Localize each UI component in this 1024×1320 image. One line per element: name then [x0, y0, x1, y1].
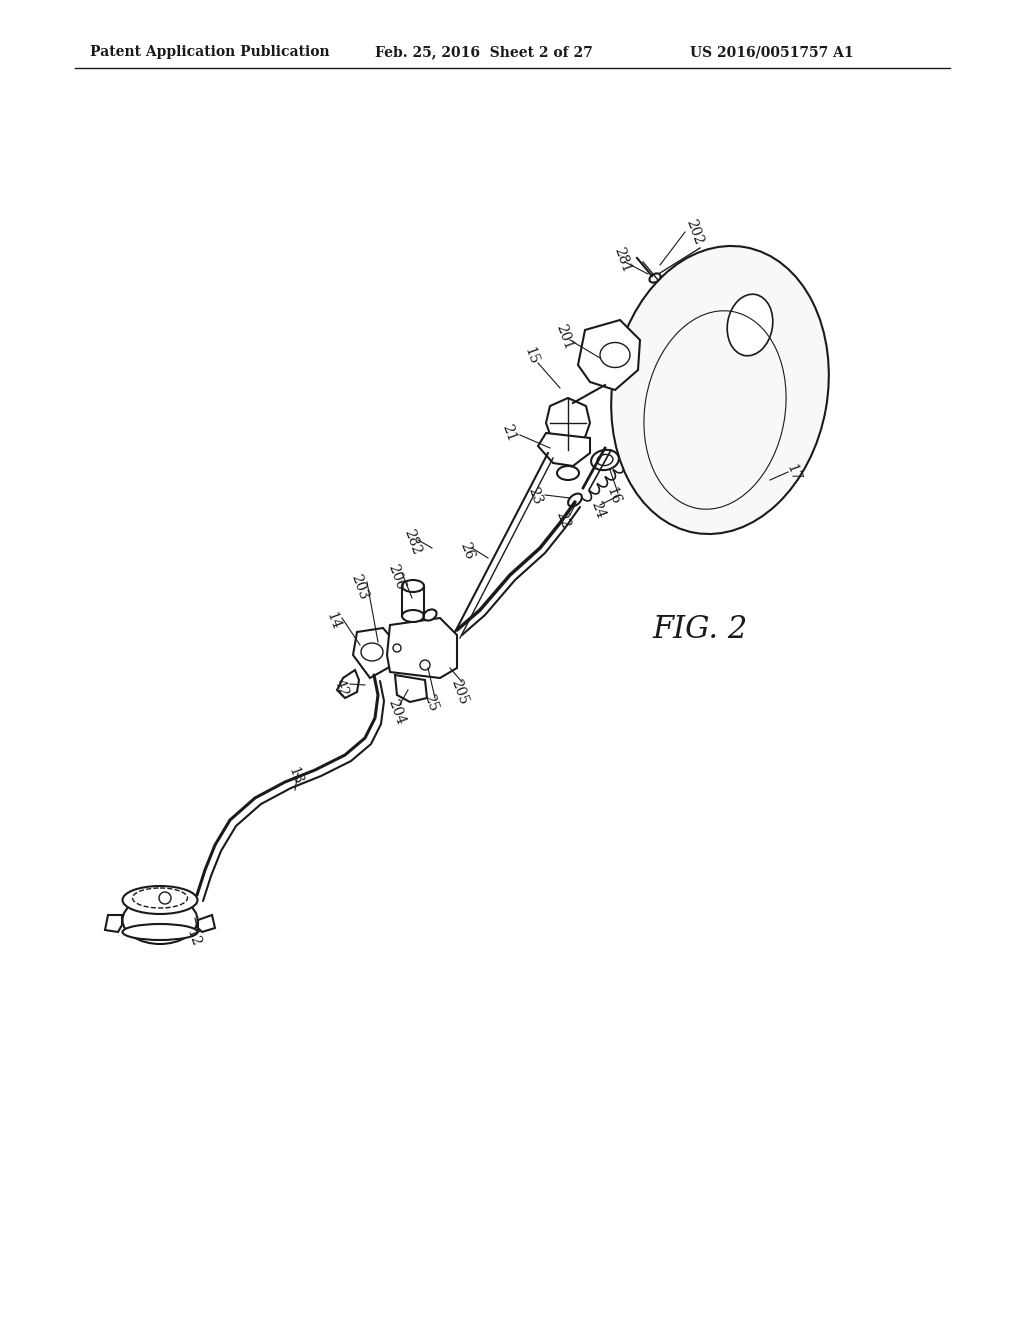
- Polygon shape: [337, 671, 359, 698]
- Text: 206: 206: [385, 562, 408, 593]
- Ellipse shape: [649, 273, 660, 282]
- Polygon shape: [395, 675, 427, 702]
- Text: 15: 15: [521, 346, 541, 367]
- Ellipse shape: [557, 466, 579, 480]
- Polygon shape: [578, 319, 640, 389]
- Text: FIG. 2: FIG. 2: [652, 615, 748, 645]
- Text: 21: 21: [500, 422, 518, 444]
- Ellipse shape: [402, 579, 424, 591]
- Ellipse shape: [611, 246, 828, 535]
- Ellipse shape: [123, 886, 198, 913]
- Text: 24: 24: [589, 499, 607, 521]
- Text: 203: 203: [348, 573, 371, 602]
- Text: 17: 17: [783, 462, 803, 484]
- Text: Feb. 25, 2016  Sheet 2 of 27: Feb. 25, 2016 Sheet 2 of 27: [375, 45, 593, 59]
- Ellipse shape: [123, 924, 198, 940]
- Polygon shape: [387, 618, 457, 678]
- Text: 281: 281: [611, 246, 634, 275]
- Ellipse shape: [727, 294, 773, 356]
- Text: 202: 202: [683, 218, 706, 247]
- Polygon shape: [538, 433, 590, 466]
- Text: 23: 23: [525, 486, 545, 507]
- Text: 26: 26: [458, 541, 476, 562]
- Polygon shape: [105, 915, 122, 932]
- Polygon shape: [198, 915, 215, 932]
- Polygon shape: [353, 628, 395, 678]
- Text: 204: 204: [385, 697, 408, 727]
- Text: 205: 205: [449, 677, 471, 708]
- Text: US 2016/0051757 A1: US 2016/0051757 A1: [690, 45, 854, 59]
- Text: 14: 14: [324, 611, 343, 632]
- Ellipse shape: [123, 896, 198, 944]
- Text: 42: 42: [332, 677, 350, 700]
- Ellipse shape: [591, 450, 618, 470]
- Ellipse shape: [424, 610, 436, 620]
- Text: Patent Application Publication: Patent Application Publication: [90, 45, 330, 59]
- Ellipse shape: [402, 610, 424, 622]
- Text: 282: 282: [401, 528, 424, 557]
- Polygon shape: [546, 399, 590, 450]
- Ellipse shape: [568, 494, 582, 507]
- Text: 13: 13: [286, 766, 304, 787]
- Text: 25: 25: [422, 693, 440, 714]
- Text: 12: 12: [183, 928, 203, 949]
- Text: 16: 16: [603, 486, 623, 507]
- Text: 201: 201: [553, 322, 575, 352]
- Text: 22: 22: [553, 510, 572, 531]
